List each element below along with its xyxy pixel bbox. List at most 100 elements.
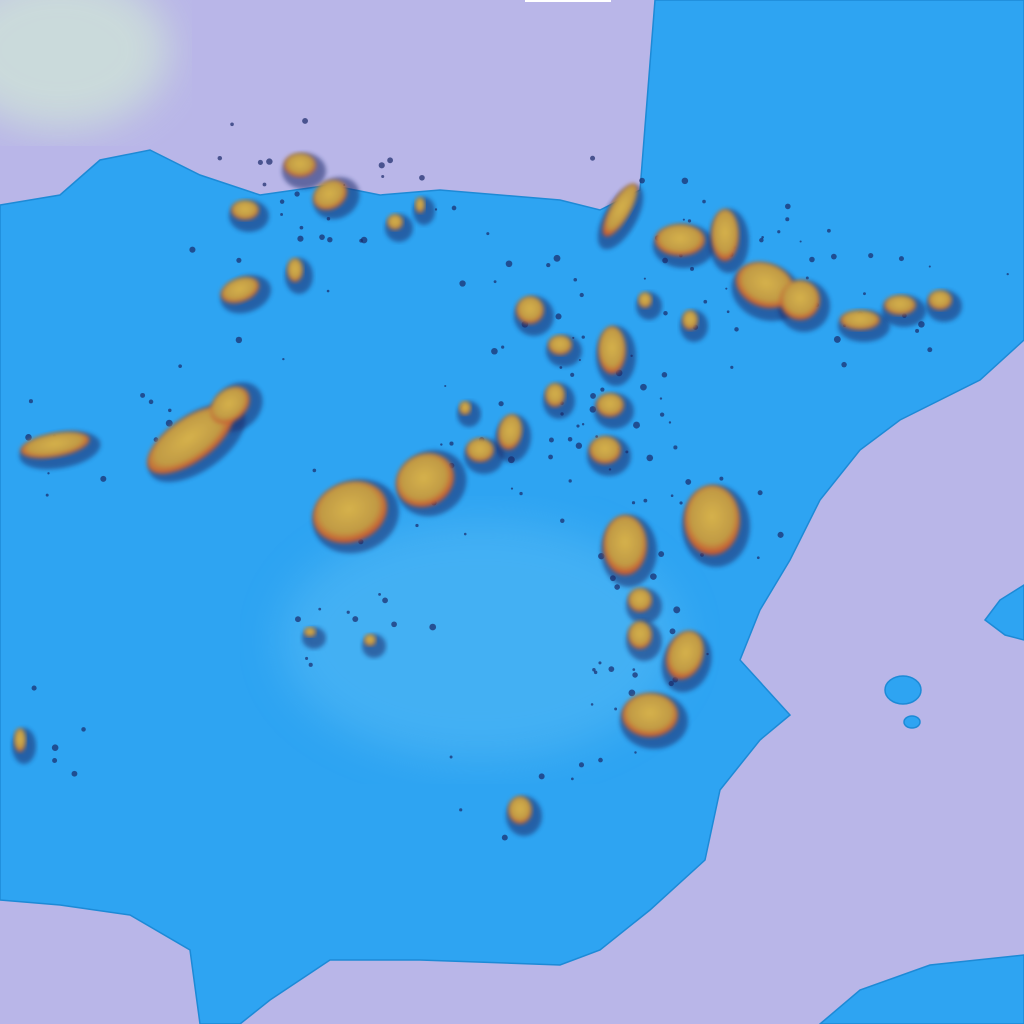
cloud-speck — [419, 174, 425, 181]
cloud-speck — [614, 707, 618, 711]
cloud-speck — [833, 336, 841, 343]
cloud-speck — [608, 468, 612, 471]
cloud-speck — [559, 366, 563, 369]
cloud — [304, 627, 316, 637]
cloud-speck — [326, 289, 330, 293]
cloud-speck — [918, 321, 925, 328]
cloud-speck — [756, 556, 760, 560]
algeria-coast-land — [818, 954, 1024, 1024]
cloud-speck — [381, 174, 385, 178]
cloud-speck — [25, 434, 32, 441]
cloud-speck — [579, 292, 584, 298]
cloud-speck — [673, 606, 681, 614]
cloud-speck — [501, 345, 505, 349]
cloud-speck — [449, 755, 453, 759]
cloud — [545, 383, 565, 407]
cloud-speck — [640, 383, 647, 391]
cloud-speck — [100, 475, 107, 482]
cloud-speck — [81, 727, 86, 732]
cloud-speck — [598, 552, 605, 560]
cloud-speck — [600, 387, 605, 392]
cloud-speck — [493, 280, 497, 284]
cloud-speck — [673, 445, 678, 450]
cloud-speck — [505, 260, 513, 268]
cloud-speck — [663, 310, 668, 316]
cloud-speck — [217, 155, 223, 161]
cloud-speck — [590, 155, 596, 161]
cloud-speck — [608, 666, 615, 672]
cloud-speck — [282, 357, 285, 361]
cloud-speck — [387, 157, 393, 164]
cloud-speck — [634, 751, 637, 754]
cloud-speck — [761, 235, 764, 239]
cloud-speck — [646, 454, 654, 462]
cloud-speck — [299, 225, 304, 230]
cloud-speck — [560, 518, 565, 523]
cloud-speck — [595, 435, 599, 438]
cloud-speck — [294, 191, 300, 197]
cloud — [147, 406, 233, 474]
cloud-speck — [449, 441, 454, 446]
cloud — [508, 796, 532, 824]
cloud-speck — [548, 454, 553, 460]
cloud-speck — [501, 834, 508, 841]
cloud-speck — [279, 199, 285, 204]
cloud-speck — [312, 468, 317, 473]
cloud-speck — [178, 364, 182, 369]
cloud-speck — [573, 277, 578, 282]
cloud-speck — [459, 808, 463, 812]
cloud-speck — [827, 228, 831, 233]
cloud — [497, 414, 523, 450]
cloud — [395, 452, 455, 508]
cloud-speck — [668, 680, 674, 687]
cloud-speck — [295, 616, 301, 623]
cloud — [287, 258, 303, 282]
cloud-speck — [777, 230, 781, 234]
cloud-speck — [785, 217, 790, 222]
cloud-speck — [590, 393, 596, 399]
cloud-speck — [165, 419, 173, 427]
cloud — [284, 153, 316, 177]
island-right-edge — [983, 584, 1024, 641]
cloud-speck — [668, 421, 672, 424]
cloud-speck — [830, 253, 837, 260]
cloud-speck — [266, 158, 273, 165]
cloud-speck — [785, 203, 791, 210]
cloud-speck — [650, 573, 657, 580]
cloud-speck — [168, 408, 172, 413]
cloud — [682, 310, 698, 330]
cloud-speck — [578, 762, 585, 768]
cloud — [638, 292, 652, 308]
cloud-speck — [498, 401, 504, 407]
cloud-speck — [71, 770, 78, 777]
cloud-speck — [682, 218, 685, 221]
cloud-speck — [47, 472, 50, 475]
cloud-speck — [841, 361, 847, 368]
cloud — [622, 693, 678, 737]
cloud-speck — [429, 623, 437, 631]
cloud-speck — [257, 159, 263, 165]
cloud-speck — [415, 523, 419, 528]
cloud-speck — [809, 256, 815, 263]
cloud-speck — [581, 423, 585, 426]
cloud — [459, 401, 471, 415]
cloud-speck — [927, 347, 933, 353]
cloud-speck — [625, 450, 629, 454]
cloud-speck — [631, 501, 636, 505]
cloud — [884, 295, 916, 315]
cloud — [735, 261, 795, 309]
cloud-speck — [567, 436, 573, 442]
cloud-speck — [662, 257, 668, 264]
cloud-speck — [382, 597, 388, 604]
cloud-speck — [687, 219, 692, 223]
cloud-speck — [639, 177, 645, 184]
cloud — [548, 335, 572, 355]
cloud-speck — [592, 667, 596, 672]
cloud — [602, 183, 638, 237]
cloud-speck — [326, 216, 331, 221]
cloud-speck — [630, 354, 633, 358]
cloud — [589, 436, 621, 464]
land-highlight — [280, 520, 680, 760]
cloud-speck — [352, 616, 359, 623]
cloud-speck — [730, 365, 734, 369]
